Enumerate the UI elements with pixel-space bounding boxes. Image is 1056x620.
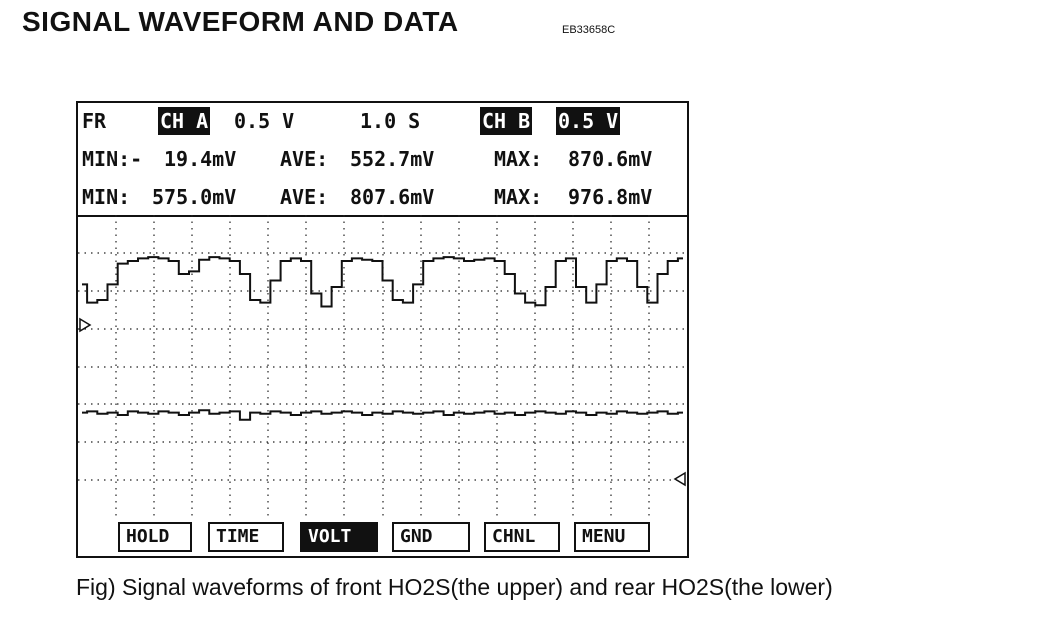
front-ho2s-trace	[82, 256, 683, 308]
scope-header: FR CH A 0.5 V 1.0 S CH B 0.5 V MIN:- 19.…	[78, 103, 687, 217]
waveform-canvas	[78, 215, 687, 518]
chnl-button[interactable]: CHNL	[484, 522, 560, 552]
softkey-menu: HOLD TIME VOLT GND CHNL MENU	[78, 518, 687, 558]
channel-b-scale: 0.5 V	[556, 107, 621, 135]
ch-a-ave-value: 552.7mV	[350, 147, 435, 171]
ch-b-ave-value: 807.6mV	[350, 185, 435, 209]
channel-b-marker-icon	[673, 471, 686, 487]
channel-settings-row: FR CH A 0.5 V 1.0 S CH B 0.5 V	[82, 107, 621, 135]
waveform-plot	[78, 215, 687, 518]
ch-b-max-value: 976.8mV	[568, 185, 653, 209]
channel-a-scale: 0.5 V	[234, 109, 295, 133]
ch-a-ave-label: AVE:	[280, 147, 329, 171]
ch-b-min-label: MIN:	[82, 185, 131, 209]
figure-caption: Fig) Signal waveforms of front HO2S(the …	[76, 574, 833, 600]
rear-ho2s-trace	[82, 409, 683, 421]
volt-button[interactable]: VOLT	[300, 522, 378, 552]
ch-b-ave-label: AVE:	[280, 185, 329, 209]
menu-button[interactable]: MENU	[574, 522, 650, 552]
ch-a-min-value: 19.4mV	[164, 147, 237, 171]
channel-a-stats-row: MIN:- 19.4mV AVE: 552.7mV MAX: 870.6mV	[82, 145, 652, 173]
mode-label: FR	[82, 109, 107, 133]
hold-button[interactable]: HOLD	[118, 522, 192, 552]
channel-b-badge[interactable]: CH B	[480, 107, 533, 135]
ch-a-max-label: MAX:	[494, 147, 543, 171]
gnd-button[interactable]: GND	[392, 522, 470, 552]
ch-a-max-value: 870.6mV	[568, 147, 653, 171]
timebase-value: 1.0 S	[360, 109, 421, 133]
page-title: SIGNAL WAVEFORM AND DATA	[22, 6, 459, 37]
channel-b-stats-row: MIN: 575.0mV AVE: 807.6mV MAX: 976.8mV	[82, 183, 652, 211]
ch-b-min-value: 575.0mV	[152, 185, 237, 209]
ch-b-max-label: MAX:	[494, 185, 543, 209]
ch-a-min-label: MIN:-	[82, 147, 143, 171]
figure-code: EB33658C	[562, 24, 616, 36]
time-button[interactable]: TIME	[208, 522, 284, 552]
channel-a-badge[interactable]: CH A	[158, 107, 211, 135]
channel-a-marker-icon	[79, 317, 92, 333]
oscilloscope-screen: FR CH A 0.5 V 1.0 S CH B 0.5 V MIN:- 19.…	[76, 101, 689, 558]
